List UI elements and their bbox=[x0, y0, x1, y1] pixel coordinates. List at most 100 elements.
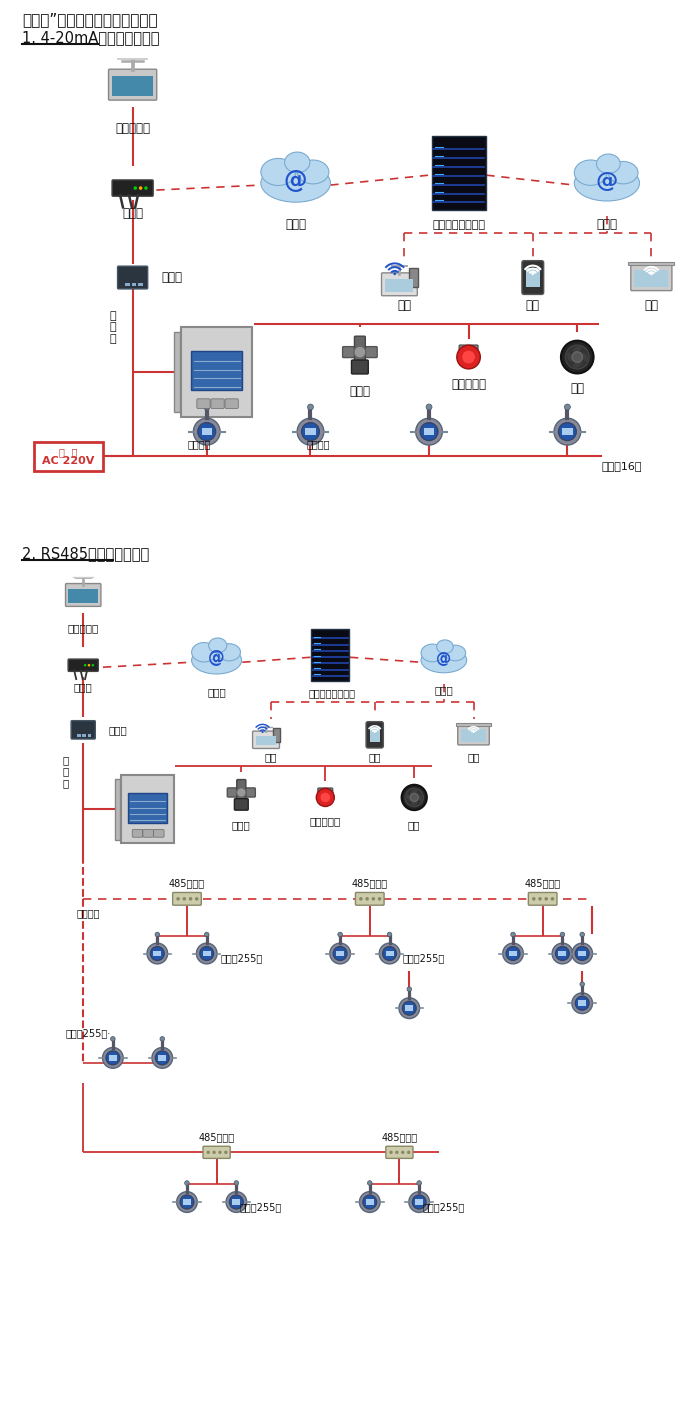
Text: 可连接255台: 可连接255台 bbox=[240, 1202, 282, 1211]
Ellipse shape bbox=[261, 165, 330, 203]
Circle shape bbox=[111, 1037, 115, 1041]
FancyBboxPatch shape bbox=[69, 590, 98, 604]
FancyBboxPatch shape bbox=[125, 283, 130, 286]
Circle shape bbox=[378, 898, 382, 900]
FancyBboxPatch shape bbox=[336, 951, 344, 957]
Circle shape bbox=[531, 272, 534, 274]
Circle shape bbox=[561, 340, 594, 373]
FancyBboxPatch shape bbox=[34, 442, 103, 471]
Text: 转换器: 转换器 bbox=[162, 272, 183, 284]
FancyBboxPatch shape bbox=[115, 779, 120, 840]
FancyBboxPatch shape bbox=[366, 1199, 374, 1204]
FancyBboxPatch shape bbox=[318, 788, 332, 795]
FancyBboxPatch shape bbox=[88, 734, 92, 736]
Text: 可连接16个: 可连接16个 bbox=[601, 461, 642, 471]
Text: 电磁阀: 电磁阀 bbox=[349, 386, 370, 398]
FancyBboxPatch shape bbox=[386, 1147, 413, 1158]
Circle shape bbox=[333, 947, 347, 961]
Circle shape bbox=[102, 1047, 123, 1068]
Text: 485中继器: 485中继器 bbox=[199, 1133, 234, 1142]
Circle shape bbox=[372, 898, 375, 900]
FancyBboxPatch shape bbox=[203, 1147, 230, 1158]
Circle shape bbox=[224, 1151, 228, 1154]
FancyBboxPatch shape bbox=[409, 269, 418, 287]
Circle shape bbox=[363, 1195, 377, 1209]
Text: 单机版电脑: 单机版电脑 bbox=[68, 623, 99, 633]
Circle shape bbox=[176, 1192, 197, 1213]
Circle shape bbox=[150, 947, 164, 961]
Circle shape bbox=[575, 947, 589, 961]
Circle shape bbox=[559, 422, 576, 440]
Circle shape bbox=[195, 898, 199, 900]
Circle shape bbox=[395, 1151, 398, 1154]
Text: 电脑: 电脑 bbox=[398, 298, 412, 312]
Circle shape bbox=[262, 732, 264, 733]
Ellipse shape bbox=[417, 794, 423, 801]
Circle shape bbox=[359, 1192, 380, 1213]
FancyBboxPatch shape bbox=[628, 262, 675, 266]
FancyBboxPatch shape bbox=[191, 350, 242, 390]
Text: 单机版电脑: 单机版电脑 bbox=[115, 122, 150, 135]
Circle shape bbox=[416, 418, 442, 445]
Circle shape bbox=[401, 1151, 405, 1154]
Circle shape bbox=[420, 422, 438, 440]
Ellipse shape bbox=[574, 160, 607, 186]
Circle shape bbox=[218, 1151, 222, 1154]
FancyBboxPatch shape bbox=[132, 283, 136, 286]
Circle shape bbox=[230, 1195, 243, 1209]
Circle shape bbox=[389, 1151, 393, 1154]
FancyBboxPatch shape bbox=[461, 729, 486, 741]
Circle shape bbox=[650, 273, 652, 276]
FancyBboxPatch shape bbox=[386, 951, 393, 957]
FancyBboxPatch shape bbox=[121, 775, 174, 843]
Circle shape bbox=[417, 1180, 421, 1185]
Circle shape bbox=[106, 1051, 120, 1065]
Circle shape bbox=[189, 898, 192, 900]
Text: 安帕尔网络服务器: 安帕尔网络服务器 bbox=[432, 219, 485, 229]
Circle shape bbox=[198, 422, 216, 440]
Text: 手机: 手机 bbox=[526, 298, 540, 312]
Circle shape bbox=[580, 933, 584, 937]
Ellipse shape bbox=[437, 640, 453, 653]
Circle shape bbox=[538, 898, 542, 900]
Circle shape bbox=[560, 933, 565, 937]
Circle shape bbox=[307, 404, 314, 409]
FancyBboxPatch shape bbox=[158, 1055, 167, 1061]
Circle shape bbox=[407, 1151, 410, 1154]
Text: AC 220V: AC 220V bbox=[42, 456, 94, 467]
Circle shape bbox=[503, 943, 524, 964]
FancyBboxPatch shape bbox=[132, 830, 143, 837]
FancyBboxPatch shape bbox=[83, 734, 86, 736]
FancyBboxPatch shape bbox=[66, 584, 101, 606]
Text: 电磁阀: 电磁阀 bbox=[232, 820, 251, 830]
Text: 终端: 终端 bbox=[645, 298, 659, 312]
Text: 信号输出: 信号输出 bbox=[76, 908, 100, 917]
Circle shape bbox=[152, 1047, 173, 1068]
FancyBboxPatch shape bbox=[634, 270, 668, 287]
Text: 485中继器: 485中继器 bbox=[524, 878, 561, 888]
Ellipse shape bbox=[411, 801, 418, 806]
Ellipse shape bbox=[285, 152, 310, 173]
FancyBboxPatch shape bbox=[237, 779, 246, 805]
Circle shape bbox=[180, 1195, 194, 1209]
Circle shape bbox=[185, 1180, 189, 1185]
FancyBboxPatch shape bbox=[143, 830, 153, 837]
FancyBboxPatch shape bbox=[458, 725, 489, 744]
FancyBboxPatch shape bbox=[578, 951, 586, 957]
FancyBboxPatch shape bbox=[71, 720, 95, 739]
Circle shape bbox=[532, 898, 536, 900]
Circle shape bbox=[374, 730, 376, 733]
Circle shape bbox=[556, 947, 569, 961]
Circle shape bbox=[88, 664, 90, 667]
FancyBboxPatch shape bbox=[108, 69, 157, 100]
FancyBboxPatch shape bbox=[415, 1199, 424, 1204]
FancyBboxPatch shape bbox=[366, 722, 384, 749]
Text: 互联网: 互联网 bbox=[207, 687, 226, 696]
Circle shape bbox=[144, 186, 148, 190]
Ellipse shape bbox=[566, 352, 573, 362]
FancyBboxPatch shape bbox=[234, 799, 248, 810]
Circle shape bbox=[176, 898, 180, 900]
Circle shape bbox=[84, 664, 86, 667]
Ellipse shape bbox=[218, 643, 241, 661]
FancyBboxPatch shape bbox=[197, 398, 210, 408]
